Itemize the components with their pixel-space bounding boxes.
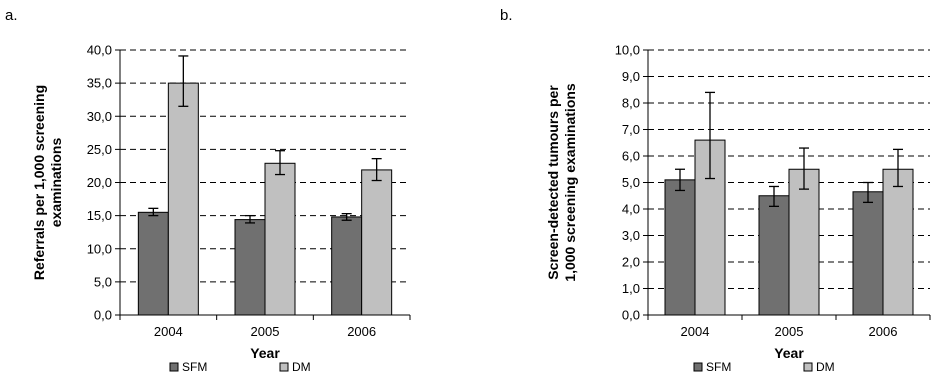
y-tick-label: 1,0 — [622, 281, 640, 296]
y-tick-label: 7,0 — [622, 122, 640, 137]
x-tick-label: 2005 — [251, 324, 280, 339]
y-tick-label: 40,0 — [87, 43, 112, 58]
bar-sfm — [137, 211, 169, 316]
y-tick-label: 2,0 — [622, 255, 640, 270]
y-tick-label: 10,0 — [87, 241, 112, 256]
y-tick-label: 3,0 — [622, 228, 640, 243]
y-tick-label: 0,0 — [94, 308, 112, 323]
legend-label-sfm: SFM — [706, 360, 731, 374]
y-tick-label: 8,0 — [622, 96, 640, 111]
legend-swatch-dm — [803, 362, 813, 372]
bar-sfm — [234, 219, 266, 316]
y-tick-label: 10,0 — [615, 43, 640, 58]
x-tick-label: 2004 — [154, 324, 183, 339]
x-tick-label: 2006 — [869, 324, 898, 339]
x-tick-label: 2005 — [775, 324, 804, 339]
bar-sfm — [758, 195, 790, 316]
bar-sfm — [664, 179, 696, 316]
bar-dm — [788, 168, 820, 316]
y-axis-title: 1,000 screening examinations — [562, 83, 578, 282]
y-tick-label: 6,0 — [622, 149, 640, 164]
y-axis-title: Screen-detected tumours per — [545, 85, 561, 280]
y-tick-label: 5,0 — [622, 175, 640, 190]
x-tick-label: 2004 — [681, 324, 710, 339]
legend-swatch-sfm — [693, 362, 703, 372]
y-tick-label: 30,0 — [87, 109, 112, 124]
y-tick-label: 25,0 — [87, 142, 112, 157]
y-tick-label: 20,0 — [87, 175, 112, 190]
x-axis-title: Year — [774, 345, 804, 361]
legend-swatch-sfm — [169, 362, 179, 372]
bar-dm — [264, 162, 296, 316]
y-tick-label: 15,0 — [87, 208, 112, 223]
legend-label-dm: DM — [816, 360, 835, 374]
y-axis-title: Referrals per 1,000 screening — [31, 85, 47, 280]
bar-dm — [361, 169, 393, 316]
bar-dm — [882, 168, 914, 316]
bar-sfm — [852, 191, 884, 316]
legend-label-sfm: SFM — [182, 360, 207, 374]
panel-label: b. — [500, 7, 513, 24]
y-tick-label: 4,0 — [622, 202, 640, 217]
panel-label: a. — [5, 7, 18, 24]
y-tick-label: 9,0 — [622, 69, 640, 84]
bar-dm — [167, 82, 199, 316]
x-axis-title: Year — [250, 345, 280, 361]
chart-panel-a: a. 0,0 5,0 10,0 15,0 20,0 25,0 30,0 35,0 40,0 2004… — [5, 7, 411, 374]
y-tick-label: 5,0 — [94, 274, 112, 289]
x-tick-label: 2006 — [347, 324, 376, 339]
y-axis-title: examinations — [48, 138, 64, 228]
bar-sfm — [331, 216, 363, 316]
chart-panel-b: b. 0,0 1,0 2,0 3,0 4,0 5,0 6,0 7,0 8,0 9,0 10,0 2004… — [500, 7, 931, 374]
legend-swatch-dm — [279, 362, 289, 372]
legend-label-dm: DM — [292, 360, 311, 374]
y-tick-label: 35,0 — [87, 76, 112, 91]
y-tick-label: 0,0 — [622, 308, 640, 323]
